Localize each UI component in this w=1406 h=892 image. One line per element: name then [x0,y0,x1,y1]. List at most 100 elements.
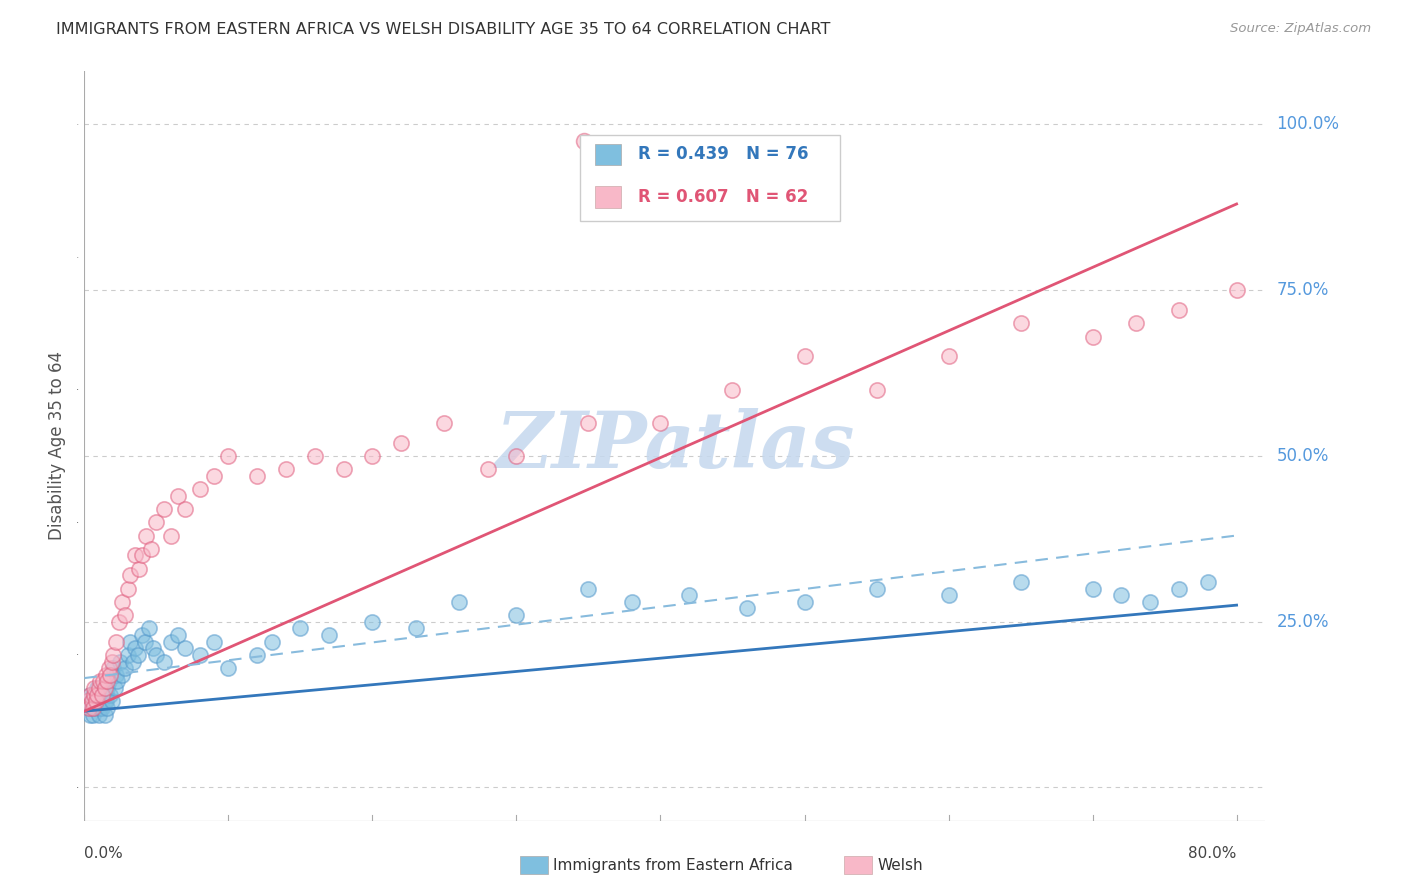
Point [188,648,211,662]
Point [145,648,167,662]
Text: Immigrants from Eastern Africa: Immigrants from Eastern Africa [553,858,793,872]
Text: R = 0.439   N = 76: R = 0.439 N = 76 [638,145,808,163]
Text: ZIPatlas: ZIPatlas [495,408,855,484]
Point [120,634,142,648]
Point [1168,582,1191,596]
Point [167,628,190,642]
Point [1282,250,1305,264]
Point [91,681,114,695]
Point [304,449,326,463]
Point [98,688,121,702]
Point [188,482,211,496]
Point [142,641,165,656]
Point [83,688,105,702]
Point [79,688,101,702]
Text: 80.0%: 80.0% [1188,846,1237,861]
Point [96,674,118,689]
Text: 50.0%: 50.0% [1277,447,1329,465]
Text: Welsh: Welsh [877,858,922,872]
Point [101,661,124,675]
Point [114,661,136,675]
Point [389,435,412,450]
FancyBboxPatch shape [595,186,620,208]
Point [79,707,101,722]
Point [1010,316,1032,330]
Point [87,681,110,695]
Point [131,628,153,642]
Point [93,681,115,695]
Point [578,416,600,430]
Point [938,588,960,602]
Point [87,688,110,702]
Point [246,648,269,662]
Point [152,655,174,669]
Point [94,667,117,681]
Point [117,648,139,662]
Text: 100.0%: 100.0% [1277,115,1340,134]
Point [76,694,98,708]
Point [114,608,136,623]
Point [98,667,121,681]
Point [94,694,117,708]
Point [105,634,128,648]
Point [80,694,103,708]
Point [96,681,118,695]
Point [477,462,499,476]
Text: IMMIGRANTS FROM EASTERN AFRICA VS WELSH DISABILITY AGE 35 TO 64 CORRELATION CHAR: IMMIGRANTS FROM EASTERN AFRICA VS WELSH … [56,22,831,37]
Point [122,655,145,669]
Point [90,701,112,715]
Point [104,681,127,695]
Point [117,582,139,596]
Point [94,688,117,702]
Point [721,383,744,397]
Point [1168,303,1191,318]
Point [80,694,103,708]
Point [578,582,600,596]
Point [405,621,427,635]
Point [174,502,197,516]
Point [865,383,887,397]
Point [100,655,122,669]
Point [1197,574,1219,589]
Point [86,681,108,695]
Text: R = 0.607   N = 62: R = 0.607 N = 62 [638,188,808,206]
Point [76,694,98,708]
Point [110,655,132,669]
Point [217,449,239,463]
Point [83,681,105,695]
Point [1340,217,1362,231]
Point [124,641,146,656]
Point [1111,588,1133,602]
Point [124,549,146,563]
Point [217,661,239,675]
Point [1226,283,1249,297]
Point [93,694,115,708]
Point [1081,582,1104,596]
Point [433,416,456,430]
Point [89,694,111,708]
Point [505,449,527,463]
Point [572,134,595,148]
Point [77,701,100,715]
Point [111,595,134,609]
Point [84,701,107,715]
Point [505,608,527,623]
Point [246,468,269,483]
Point [107,674,129,689]
Point [134,634,156,648]
Point [361,449,384,463]
Point [86,688,108,702]
Point [332,462,354,476]
Point [93,707,115,722]
Point [1010,574,1032,589]
Point [145,515,167,529]
Point [202,634,225,648]
FancyBboxPatch shape [581,135,841,221]
Point [174,641,197,656]
Point [1125,316,1147,330]
Point [1081,329,1104,343]
Point [111,667,134,681]
Point [84,694,107,708]
Point [361,615,384,629]
Point [290,621,312,635]
